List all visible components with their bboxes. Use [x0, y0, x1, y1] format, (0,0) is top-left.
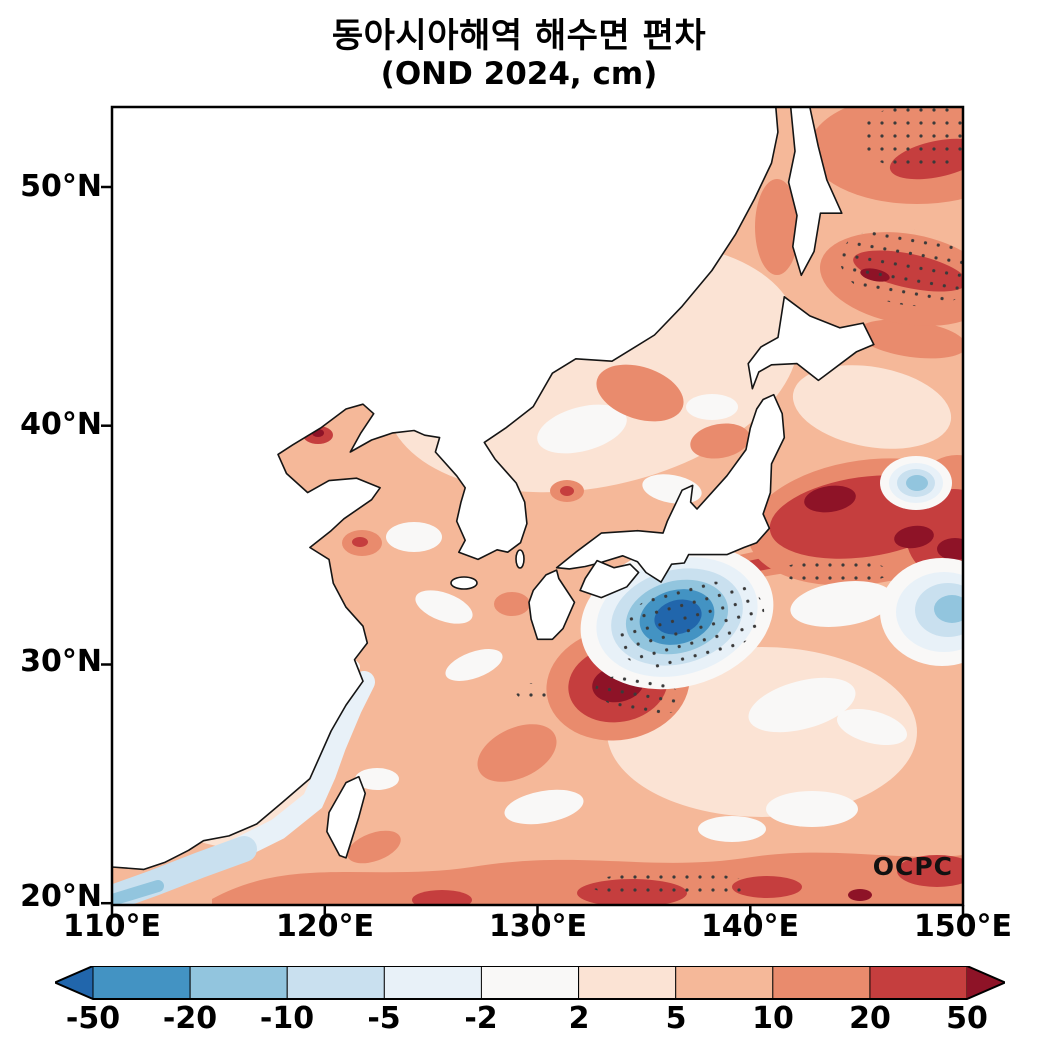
landmass-china-korea-russia	[112, 107, 779, 871]
colorbar-tick-neg50: -50	[65, 1001, 121, 1036]
colorbar-segment	[286, 965, 385, 1000]
anomaly-patch	[792, 365, 952, 449]
colorbar-right-arrow	[967, 966, 1005, 999]
anomaly-patch	[504, 789, 584, 825]
colorbar-segment	[772, 965, 871, 1000]
colorbar-segment	[869, 965, 968, 1000]
anomaly-patch	[445, 649, 503, 681]
y-tick-20n: 20°N	[20, 879, 102, 914]
anomaly-core	[848, 889, 872, 901]
colorbar-segment	[480, 965, 580, 1000]
anomaly-patch	[755, 179, 799, 275]
colorbar-left-arrow	[55, 966, 93, 999]
anomaly-patch	[355, 768, 399, 790]
anomaly-patch	[857, 319, 963, 359]
anomaly-patch	[560, 486, 574, 496]
colorbar-tick-neg2: -2	[464, 1001, 498, 1036]
figure-subtitle: (OND 2024, cm)	[380, 56, 658, 92]
anomaly-patch	[732, 876, 802, 898]
anomaly-patch	[766, 791, 858, 827]
landmasses	[112, 107, 875, 871]
stipple-region	[839, 227, 963, 307]
y-tick-30n: 30°N	[20, 644, 102, 679]
anomaly-patch	[748, 677, 856, 733]
cold-patch-east-boundary	[880, 558, 963, 666]
colorbar-svg	[52, 965, 1008, 1000]
ocpc-watermark: OCPC	[872, 852, 953, 881]
anomaly-patch	[698, 816, 766, 842]
eddy-core	[934, 595, 963, 623]
colorbar-tick-neg20: -20	[162, 1001, 218, 1036]
stipple-region	[595, 675, 685, 715]
colorbar-tick-50: 50	[946, 1001, 988, 1036]
axis-tick-marks	[101, 185, 965, 916]
anomaly-patch	[494, 592, 530, 616]
colorbar-tick-10: 10	[752, 1001, 794, 1036]
colorbar-outline	[52, 965, 1008, 1000]
anomaly-patch	[477, 724, 557, 782]
landmass-sakhalin	[787, 107, 843, 277]
anomaly-patch	[836, 708, 908, 746]
anomaly-map	[101, 105, 965, 916]
stipple-region	[590, 872, 750, 898]
landmass-jeju	[450, 576, 478, 590]
landmass-taiwan	[326, 775, 366, 859]
landmass-honshu	[555, 393, 786, 583]
landmass-shikoku	[579, 559, 640, 599]
stipple-region	[860, 107, 963, 170]
y-tick-50n: 50°N	[20, 169, 102, 204]
colorbar-tick-5: 5	[665, 1001, 687, 1036]
coastal-cold-strip-china	[112, 671, 375, 905]
band-south-neutral	[790, 581, 894, 627]
colorbar	[52, 965, 1008, 1000]
colorbar-segment	[675, 965, 774, 1000]
anomaly-patch	[537, 404, 627, 454]
stipple-region	[615, 581, 765, 669]
colorbar-tick-20: 20	[849, 1001, 891, 1036]
colorbar-segment	[578, 965, 677, 1000]
eddy-core	[906, 475, 928, 491]
colorbar-tick-neg10: -10	[259, 1001, 315, 1036]
landmass-hokkaido	[747, 296, 875, 390]
anomaly-patch	[897, 855, 963, 887]
colorbar-segment	[383, 965, 482, 1000]
coastal-strip-core	[112, 880, 164, 905]
colorbar-segment	[189, 965, 288, 1000]
anomaly-patch	[690, 423, 750, 459]
significance-stippling	[516, 107, 963, 898]
landmass-kyushu	[528, 569, 576, 641]
band-core	[894, 525, 934, 549]
anomaly-patch	[352, 537, 368, 547]
y-tick-40n: 40°N	[20, 407, 102, 442]
band-core	[804, 485, 856, 513]
anomaly-patch	[415, 590, 473, 624]
stipple-region	[780, 560, 890, 584]
colorbar-tick-neg5: -5	[367, 1001, 401, 1036]
anomaly-patch	[412, 890, 472, 905]
map-plot-area: OCPC	[101, 105, 965, 916]
colorbar-tick-2: 2	[568, 1001, 590, 1036]
anomaly-patch	[386, 522, 442, 552]
stipple-region	[516, 683, 548, 701]
anomaly-patch	[686, 394, 738, 420]
colorbar-labels: -50 -20 -10 -5 -2 2 5 10 20 50	[55, 1001, 1005, 1043]
anomaly-patch	[596, 364, 684, 422]
anomaly-patch	[347, 830, 401, 864]
cold-eddy-east-of-japan	[880, 456, 952, 510]
band-core	[937, 538, 963, 560]
colorbar-segment	[92, 965, 191, 1000]
figure-title: 동아시아해역 해수면 편차	[331, 16, 707, 56]
landmass-tsushima	[515, 549, 525, 569]
